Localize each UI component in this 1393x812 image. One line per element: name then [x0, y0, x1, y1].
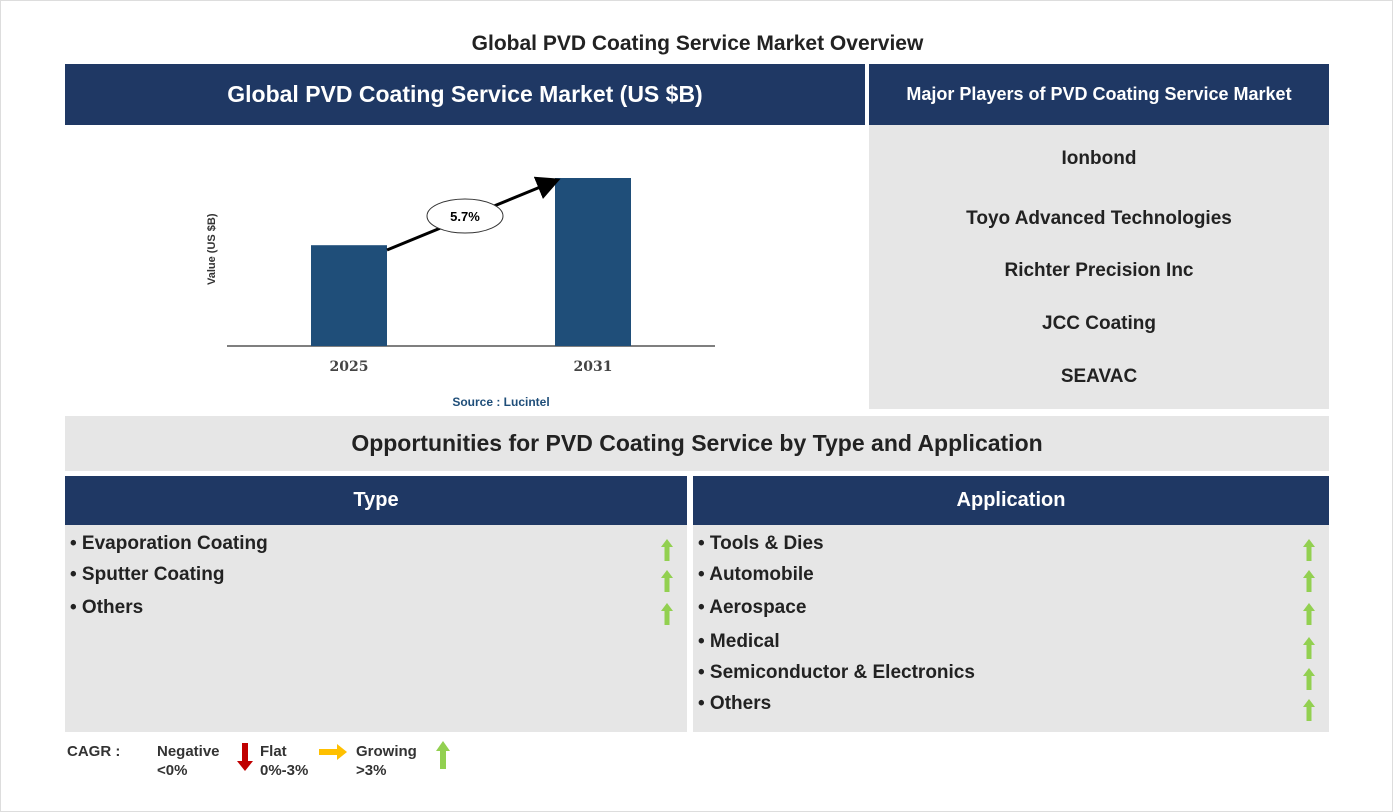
source-label: Source : Lucintel [452, 395, 549, 409]
legend-flat-range: 0%-3% [260, 762, 309, 779]
cagr-ellipse [426, 198, 504, 234]
legend-flat: Flat 0%-3% [260, 742, 308, 780]
up-arrow-icon [661, 539, 673, 561]
application-list: • Tools & Dies • Automobile • Aerospace • M… [693, 525, 1329, 732]
legend-growing-range: >3% [356, 762, 387, 779]
up-arrow-icon [1303, 668, 1315, 690]
bar-2031 [555, 178, 631, 346]
bar-chart: Value (US $B) 2025 2031 5.7% Source : Luc… [206, 176, 715, 409]
legend-label: CAGR : [67, 743, 121, 760]
page-title: Global PVD Coating Service Market Overvi… [471, 32, 924, 55]
list-item: • Others [698, 693, 772, 714]
legend-growing-label: Growing [356, 743, 417, 760]
legend-flat-label: Flat [260, 743, 287, 760]
players-list: Ionbond Toyo Advanced Technologies Richt… [869, 125, 1329, 409]
up-arrow-icon [1303, 637, 1315, 659]
up-arrow-icon [1303, 699, 1315, 721]
player-item: Ionbond [1061, 148, 1137, 169]
list-item: • Others [70, 597, 144, 618]
y-axis-label: Value (US $B) [206, 213, 218, 285]
player-item: Toyo Advanced Technologies [966, 208, 1232, 229]
legend-negative-label: Negative [157, 743, 220, 760]
x-tick-label: 2025 [330, 359, 369, 375]
list-item: • Tools & Dies [698, 533, 824, 554]
right-arrow-icon [319, 744, 347, 760]
player-item: SEAVAC [1060, 366, 1138, 387]
legend-negative-range: <0% [157, 762, 188, 779]
player-item: Richter Precision Inc [1004, 260, 1194, 281]
players-header: Major Players of PVD Coating Service Mar… [869, 64, 1329, 125]
type-list: • Evaporation Coating • Sputter Coating • … [65, 525, 687, 732]
up-arrow-icon [1303, 603, 1315, 625]
list-item: • Automobile [698, 564, 814, 585]
legend-negative: Negative <0% [157, 742, 220, 780]
list-item: • Medical [698, 631, 780, 652]
up-arrow-icon [1303, 539, 1315, 561]
opportunities-header: Opportunities for PVD Coating Service by… [65, 416, 1329, 471]
list-item: • Aerospace [698, 597, 807, 618]
x-tick-label: 2031 [574, 359, 613, 375]
application-header: Application [693, 476, 1329, 525]
list-item: • Sputter Coating [70, 564, 225, 585]
bar-2025 [311, 245, 387, 346]
up-arrow-icon [661, 570, 673, 592]
list-item: • Semiconductor & Electronics [698, 662, 975, 683]
up-arrow-icon [1303, 570, 1315, 592]
cagr-label: 5.7% [450, 209, 480, 224]
down-arrow-icon [237, 743, 253, 771]
legend-growing: Growing >3% [356, 742, 417, 780]
list-item: • Evaporation Coating [70, 533, 268, 554]
chart-header: Global PVD Coating Service Market (US $B… [65, 64, 865, 125]
up-arrow-icon [436, 741, 450, 769]
player-item: JCC Coating [1042, 313, 1156, 334]
up-arrow-icon [661, 603, 673, 625]
type-header: Type [65, 476, 687, 525]
